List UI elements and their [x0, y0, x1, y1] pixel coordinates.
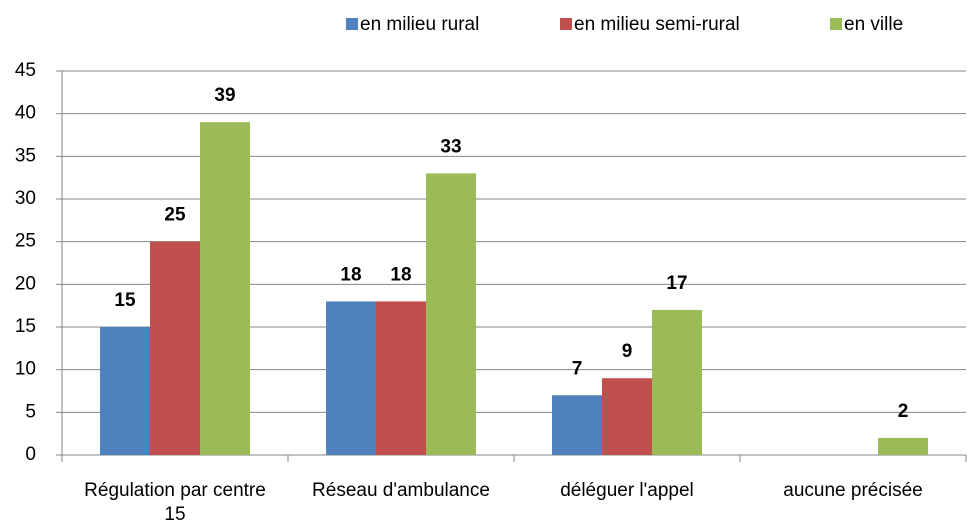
bar: [150, 241, 200, 455]
data-label: 9: [622, 341, 633, 362]
data-label: 18: [340, 264, 361, 285]
legend-label: en ville: [844, 14, 903, 35]
data-label: 17: [666, 273, 687, 294]
y-tick-label: 45: [15, 60, 36, 81]
legend-swatch: [560, 18, 572, 30]
data-label: 7: [572, 358, 583, 379]
data-label: 15: [114, 290, 136, 311]
bar: [426, 173, 476, 455]
bar: [652, 309, 702, 455]
y-tick-label: 25: [15, 231, 36, 252]
y-tick-label: 10: [15, 359, 36, 380]
y-tick-label: 30: [15, 188, 36, 209]
y-tick-label: 40: [15, 103, 36, 124]
legend-swatch: [346, 18, 358, 30]
legend-swatch: [830, 18, 842, 30]
y-tick-label: 20: [15, 273, 36, 294]
legend-label: en milieu semi-rural: [574, 14, 740, 35]
y-tick-label: 5: [25, 401, 36, 422]
bar: [100, 327, 150, 455]
x-tick-label: aucune précisée: [783, 480, 923, 501]
y-tick-label: 35: [15, 145, 36, 166]
data-label: 33: [440, 136, 461, 157]
x-tick-label: Réseau d'ambulance: [312, 480, 490, 501]
data-label: 25: [164, 205, 186, 226]
bar: [878, 437, 928, 455]
bar: [376, 301, 426, 455]
data-label: 2: [898, 401, 909, 422]
x-tick-label: Régulation par centre 15: [84, 480, 266, 525]
legend-label: en milieu rural: [360, 14, 479, 35]
data-label: 18: [390, 264, 411, 285]
y-tick-label: 15: [15, 316, 36, 337]
x-tick-label: déléguer l'appel: [560, 480, 694, 501]
bar: [200, 122, 250, 455]
data-label: 39: [214, 85, 235, 106]
bar: [602, 378, 652, 455]
bar: [326, 301, 376, 455]
y-tick-label: 0: [25, 444, 36, 465]
bar: [552, 395, 602, 455]
